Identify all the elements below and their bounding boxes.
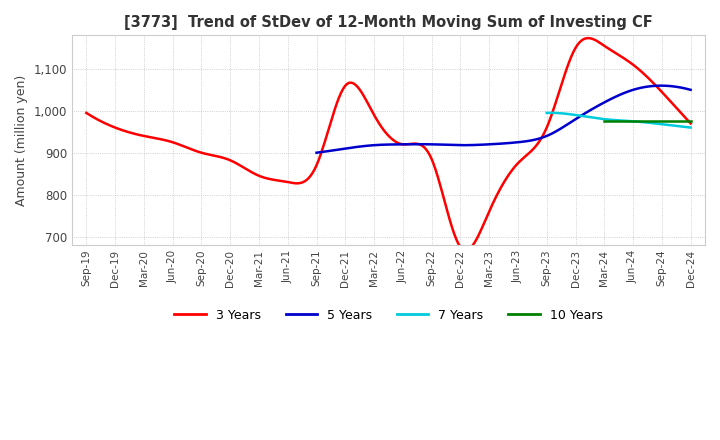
5 Years [541,134,550,139]
7 Years [629,119,637,124]
3 Years [462,248,471,253]
5 Years [656,83,665,88]
5 Years [628,88,636,93]
7 Years [546,110,555,115]
7 Years [543,110,552,116]
Line: 7 Years: 7 Years [546,113,690,128]
7 Years [628,119,636,124]
Y-axis label: Amount (million yen): Amount (million yen) [15,74,28,206]
10 Years [652,119,660,124]
7 Years [686,125,695,130]
10 Years [600,119,608,124]
3 Years [440,197,449,202]
10 Years [679,119,688,124]
10 Years [606,119,614,124]
10 Years [653,119,662,124]
Line: 3 Years: 3 Years [86,38,690,250]
5 Years [652,83,660,88]
3 Years [583,36,592,41]
7 Years [673,124,682,129]
7 Years [664,122,672,128]
10 Years [686,119,695,124]
3 Years [442,204,451,209]
10 Years [600,119,609,124]
7 Years [542,110,551,116]
10 Years [652,119,660,124]
Line: 5 Years: 5 Years [317,86,690,153]
Legend: 3 Years, 5 Years, 7 Years, 10 Years: 3 Years, 5 Years, 7 Years, 10 Years [169,304,608,327]
3 Years [634,66,642,71]
3 Years [595,40,604,45]
10 Years [673,119,682,124]
7 Years [631,119,639,124]
5 Years [312,150,321,155]
3 Years [686,121,695,126]
3 Years [452,236,461,242]
5 Years [313,150,322,155]
3 Years [84,111,93,117]
Title: [3773]  Trend of StDev of 12-Month Moving Sum of Investing CF: [3773] Trend of StDev of 12-Month Moving… [124,15,653,30]
5 Years [535,136,544,141]
10 Years [603,119,611,124]
5 Years [686,87,695,92]
3 Years [82,110,91,116]
5 Years [534,136,542,142]
